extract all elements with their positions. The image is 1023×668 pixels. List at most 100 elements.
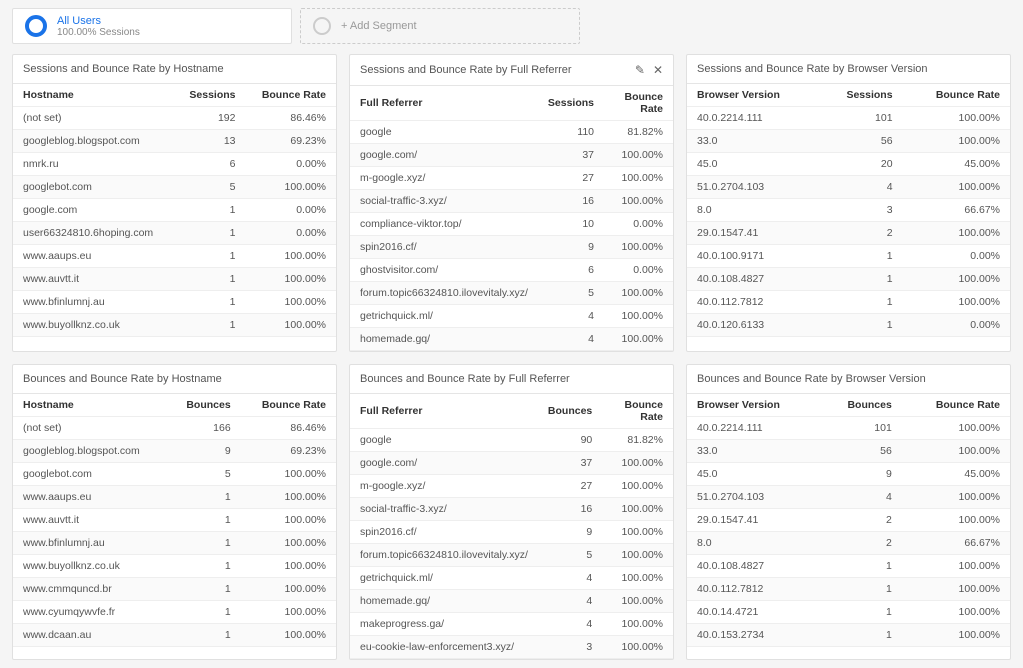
cell-label: 8.0 — [687, 199, 818, 222]
column-header[interactable]: Sessions — [538, 86, 604, 121]
column-header[interactable]: Bounce Rate — [902, 394, 1010, 417]
table-row[interactable]: forum.topic66324810.ilovevitaly.xyz/5100… — [350, 282, 673, 305]
table-row[interactable]: google.com/37100.00% — [350, 452, 673, 475]
table-row[interactable]: m-google.xyz/27100.00% — [350, 475, 673, 498]
table-row[interactable]: googlebot.com5100.00% — [13, 176, 336, 199]
cell-value: 9 — [168, 440, 241, 463]
close-icon[interactable]: ✕ — [653, 63, 663, 77]
cell-value: 2 — [818, 222, 902, 245]
cell-value: 5 — [168, 463, 241, 486]
table-row[interactable]: www.dcaan.au1100.00% — [13, 624, 336, 647]
table-row[interactable]: www.buyollknz.co.uk1100.00% — [13, 314, 336, 337]
table-row[interactable]: googleblog.blogspot.com1369.23% — [13, 130, 336, 153]
edit-icon[interactable]: ✎ — [635, 63, 645, 77]
table-row[interactable]: 51.0.2704.1034100.00% — [687, 486, 1010, 509]
table-row[interactable]: googleblog.blogspot.com969.23% — [13, 440, 336, 463]
table-row[interactable]: 8.0366.67% — [687, 199, 1010, 222]
segment-subtitle: 100.00% Sessions — [57, 27, 140, 38]
column-header[interactable]: Sessions — [818, 84, 902, 107]
table-row[interactable]: 40.0.112.78121100.00% — [687, 291, 1010, 314]
table-row[interactable]: www.cyumqywvfe.fr1100.00% — [13, 601, 336, 624]
table-header-row: Browser VersionSessionsBounce Rate — [687, 84, 1010, 107]
table-row[interactable]: 45.0945.00% — [687, 463, 1010, 486]
column-header[interactable]: Full Referrer — [350, 394, 538, 429]
column-header[interactable]: Full Referrer — [350, 86, 538, 121]
column-header[interactable]: Bounce Rate — [241, 394, 336, 417]
table-row[interactable]: nmrk.ru60.00% — [13, 153, 336, 176]
table-row[interactable]: homemade.gq/4100.00% — [350, 590, 673, 613]
table-row[interactable]: social-traffic-3.xyz/16100.00% — [350, 190, 673, 213]
table-row[interactable]: 40.0.153.27341100.00% — [687, 624, 1010, 647]
table-row[interactable]: www.bfinlumnj.au1100.00% — [13, 291, 336, 314]
cell-label: social-traffic-3.xyz/ — [350, 498, 538, 521]
table-row[interactable]: www.buyollknz.co.uk1100.00% — [13, 555, 336, 578]
column-header[interactable]: Bounce Rate — [602, 394, 673, 429]
table-row[interactable]: googlebot.com5100.00% — [13, 463, 336, 486]
table-row[interactable]: spin2016.cf/9100.00% — [350, 236, 673, 259]
table-row[interactable]: 40.0.120.613310.00% — [687, 314, 1010, 337]
table-row[interactable]: 40.0.108.48271100.00% — [687, 268, 1010, 291]
table-row[interactable]: getrichquick.ml/4100.00% — [350, 567, 673, 590]
column-header[interactable]: Bounces — [819, 394, 902, 417]
column-header[interactable]: Browser Version — [687, 394, 819, 417]
table-row[interactable]: google.com10.00% — [13, 199, 336, 222]
table-row[interactable]: www.auvtt.it1100.00% — [13, 509, 336, 532]
table-row[interactable]: 29.0.1547.412100.00% — [687, 222, 1010, 245]
table-row[interactable]: 45.02045.00% — [687, 153, 1010, 176]
table-row[interactable]: user66324810.6hoping.com10.00% — [13, 222, 336, 245]
table-row[interactable]: 40.0.2214.111101100.00% — [687, 417, 1010, 440]
cell-label: 8.0 — [687, 532, 819, 555]
table-row[interactable]: www.cmmquncd.br1100.00% — [13, 578, 336, 601]
table-row[interactable]: getrichquick.ml/4100.00% — [350, 305, 673, 328]
table-row[interactable]: social-traffic-3.xyz/16100.00% — [350, 498, 673, 521]
table-row[interactable]: 40.0.100.917110.00% — [687, 245, 1010, 268]
table-row[interactable]: 51.0.2704.1034100.00% — [687, 176, 1010, 199]
table-row[interactable]: 40.0.112.78121100.00% — [687, 578, 1010, 601]
table-row[interactable]: 8.0266.67% — [687, 532, 1010, 555]
table-row[interactable]: m-google.xyz/27100.00% — [350, 167, 673, 190]
table-row[interactable]: google.com/37100.00% — [350, 144, 673, 167]
table-row[interactable]: forum.topic66324810.ilovevitaly.xyz/5100… — [350, 544, 673, 567]
column-header[interactable]: Bounces — [168, 394, 241, 417]
table-row[interactable]: 40.0.2214.111101100.00% — [687, 107, 1010, 130]
table-row[interactable]: 33.056100.00% — [687, 440, 1010, 463]
table-row[interactable]: google9081.82% — [350, 429, 673, 452]
table-row[interactable]: spin2016.cf/9100.00% — [350, 521, 673, 544]
table-row[interactable]: 40.0.108.48271100.00% — [687, 555, 1010, 578]
table-header-row: Full ReferrerSessionsBounce Rate — [350, 86, 673, 121]
data-table: HostnameSessionsBounce Rate(not set)1928… — [13, 84, 336, 337]
cell-value: 6 — [538, 259, 604, 282]
dashboard-container: All Users 100.00% Sessions + Add Segment… — [0, 0, 1023, 668]
table-row[interactable]: www.aaups.eu1100.00% — [13, 245, 336, 268]
table-row[interactable]: compliance-viktor.top/100.00% — [350, 213, 673, 236]
table-row[interactable]: ghostvisitor.com/60.00% — [350, 259, 673, 282]
column-header[interactable]: Browser Version — [687, 84, 818, 107]
table-row[interactable]: eu-cookie-law-enforcement3.xyz/3100.00% — [350, 636, 673, 659]
column-header[interactable]: Bounces — [538, 394, 602, 429]
cell-label: spin2016.cf/ — [350, 236, 538, 259]
cell-label: nmrk.ru — [13, 153, 174, 176]
segment-all-users[interactable]: All Users 100.00% Sessions — [12, 8, 292, 44]
table-row[interactable]: homemade.gq/4100.00% — [350, 328, 673, 351]
table-row[interactable]: www.aaups.eu1100.00% — [13, 486, 336, 509]
table-row[interactable]: makeprogress.ga/4100.00% — [350, 613, 673, 636]
table-row[interactable]: www.auvtt.it1100.00% — [13, 268, 336, 291]
column-header[interactable]: Bounce Rate — [604, 86, 673, 121]
cell-value: 1 — [174, 199, 245, 222]
add-segment-button[interactable]: + Add Segment — [300, 8, 580, 44]
table-row[interactable]: www.bfinlumnj.au1100.00% — [13, 532, 336, 555]
table-row[interactable]: google11081.82% — [350, 121, 673, 144]
table-row[interactable]: 33.056100.00% — [687, 130, 1010, 153]
cell-value: 100.00% — [241, 578, 336, 601]
table-row[interactable]: (not set)19286.46% — [13, 107, 336, 130]
column-header[interactable]: Bounce Rate — [246, 84, 337, 107]
panel-bounces-referrer: Bounces and Bounce Rate by Full Referrer… — [349, 364, 674, 660]
column-header[interactable]: Bounce Rate — [903, 84, 1010, 107]
column-header[interactable]: Hostname — [13, 394, 168, 417]
table-row[interactable]: 40.0.14.47211100.00% — [687, 601, 1010, 624]
table-row[interactable]: (not set)16686.46% — [13, 417, 336, 440]
table-row[interactable]: 29.0.1547.412100.00% — [687, 509, 1010, 532]
column-header[interactable]: Sessions — [174, 84, 245, 107]
column-header[interactable]: Hostname — [13, 84, 174, 107]
cell-value: 1 — [818, 245, 902, 268]
